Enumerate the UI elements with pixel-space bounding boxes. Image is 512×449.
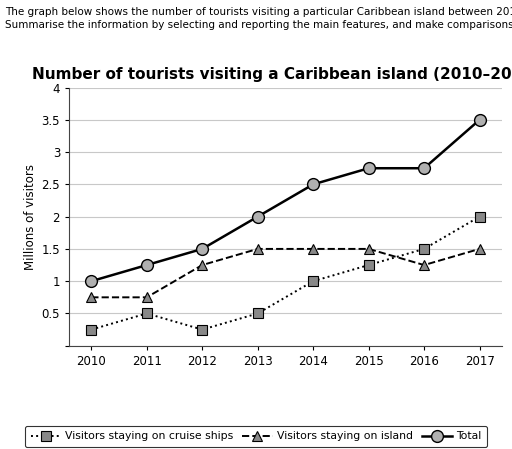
Y-axis label: Millions of visitors: Millions of visitors <box>24 163 37 270</box>
Text: The graph below shows the number of tourists visiting a particular Caribbean isl: The graph below shows the number of tour… <box>5 7 512 17</box>
Legend: Visitors staying on cruise ships, Visitors staying on island, Total: Visitors staying on cruise ships, Visito… <box>25 426 487 447</box>
Text: Summarise the information by selecting and reporting the main features, and make: Summarise the information by selecting a… <box>5 20 512 30</box>
Title: Number of tourists visiting a Caribbean island (2010–2017): Number of tourists visiting a Caribbean … <box>32 67 512 82</box>
